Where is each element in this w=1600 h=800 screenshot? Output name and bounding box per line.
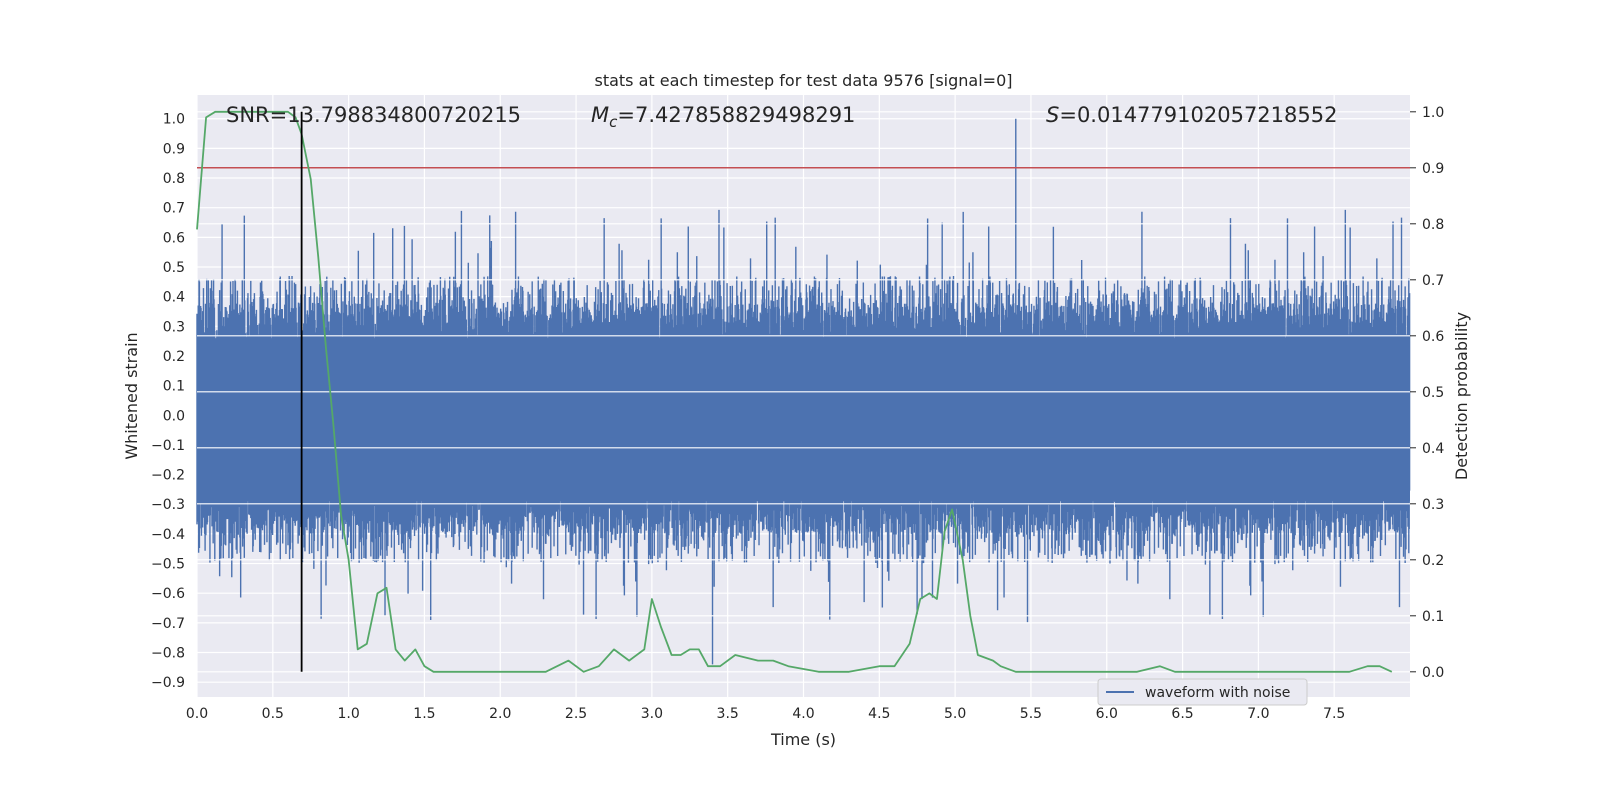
s-statistic-annotation: S=0.014779102057218552 xyxy=(1046,103,1337,127)
y-tick-label: 0.9 xyxy=(163,141,185,157)
x-tick-label: 4.0 xyxy=(792,706,814,722)
y-tick-label: −0.3 xyxy=(151,497,185,513)
waveform-dense-band xyxy=(197,338,1410,502)
y2-tick-label: 0.0 xyxy=(1422,665,1444,681)
x-tick-label: 5.5 xyxy=(1020,706,1042,722)
legend-entry-waveform: waveform with noise xyxy=(1145,685,1290,701)
y-tick-label: 0.1 xyxy=(163,379,185,395)
y-tick-label: 0.6 xyxy=(163,230,185,246)
y-tick-label: 1.0 xyxy=(163,112,185,128)
x-tick-label: 7.0 xyxy=(1247,706,1269,722)
y-tick-label: 0.3 xyxy=(163,319,185,335)
x-tick-label: 0.0 xyxy=(186,706,208,722)
x-axis-label: Time (s) xyxy=(770,730,836,749)
tick-labels: 0.0 0.5 1.0 1.5 2.0 2.5 3.0 3.5 4.0 4.5 5.0 5.5 6.0 6… xyxy=(151,105,1444,722)
y-tick-label: 0.2 xyxy=(163,349,185,365)
x-tick-label: 6.0 xyxy=(1096,706,1118,722)
y2-tick-label: 1.0 xyxy=(1422,105,1444,121)
y2-tick-label: 0.3 xyxy=(1422,497,1444,513)
y-tick-label: −0.9 xyxy=(151,675,185,691)
y-axis-label: Whitened strain xyxy=(122,332,141,459)
y2-tick-label: 0.7 xyxy=(1422,273,1444,289)
chirp-mass-annotation: Mc=7.427858829498291 xyxy=(591,103,855,131)
x-tick-label: 7.5 xyxy=(1323,706,1345,722)
chirp-mass-value: =7.427858829498291 xyxy=(617,103,855,127)
legend: waveform with noise xyxy=(1097,678,1308,706)
y-tick-label: −0.7 xyxy=(151,616,185,632)
x-tick-label: 5.0 xyxy=(944,706,966,722)
y-tick-label: 0.8 xyxy=(163,171,185,187)
y2-tick-label: 0.5 xyxy=(1422,385,1444,401)
probability-line xyxy=(196,110,1393,673)
chart-title: stats at each timestep for test data 957… xyxy=(594,71,1012,90)
y-tick-label: 0.0 xyxy=(163,408,185,424)
chirp-mass-symbol: M xyxy=(591,103,609,127)
y2-tick-label: 0.2 xyxy=(1422,553,1444,569)
x-tick-label: 6.5 xyxy=(1171,706,1193,722)
y-tick-label: −0.2 xyxy=(151,468,185,484)
y-tick-label: −0.8 xyxy=(151,646,185,662)
y-tick-label: −0.6 xyxy=(151,586,185,602)
y2-tick-label: 0.6 xyxy=(1422,329,1444,345)
snr-annotation: SNR=13.798834800720215 xyxy=(226,103,521,127)
y2-tick-label: 0.1 xyxy=(1422,609,1444,625)
y2-tick-label: 0.8 xyxy=(1422,217,1444,233)
x-tick-label: 1.0 xyxy=(337,706,359,722)
y2-tick-label: 0.4 xyxy=(1422,441,1444,457)
x-tick-label: 3.5 xyxy=(717,706,739,722)
series-waveform-with-noise xyxy=(196,118,1411,665)
chirp-mass-subscript: c xyxy=(609,113,618,131)
x-tick-label: 0.5 xyxy=(262,706,284,722)
x-tick-label: 2.0 xyxy=(489,706,511,722)
overlay-layer xyxy=(196,110,1410,673)
x-tick-label: 1.5 xyxy=(413,706,435,722)
legend-box xyxy=(1097,678,1308,706)
y2-axis-label: Detection probability xyxy=(1452,312,1471,480)
y-tick-label: −0.5 xyxy=(151,557,185,573)
x-tick-label: 2.5 xyxy=(565,706,587,722)
s-statistic-value: =0.014779102057218552 xyxy=(1059,103,1337,127)
s-statistic-symbol: S xyxy=(1046,103,1059,127)
y-tick-label: 0.7 xyxy=(163,201,185,217)
x-tick-label: 3.0 xyxy=(641,706,663,722)
y-tick-label: 0.5 xyxy=(163,260,185,276)
y-tick-label: 0.4 xyxy=(163,290,185,306)
y2-tick-label: 0.9 xyxy=(1422,161,1444,177)
y-tick-label: −0.4 xyxy=(151,527,185,543)
y-tick-label: −0.1 xyxy=(151,438,185,454)
x-tick-label: 4.5 xyxy=(868,706,890,722)
